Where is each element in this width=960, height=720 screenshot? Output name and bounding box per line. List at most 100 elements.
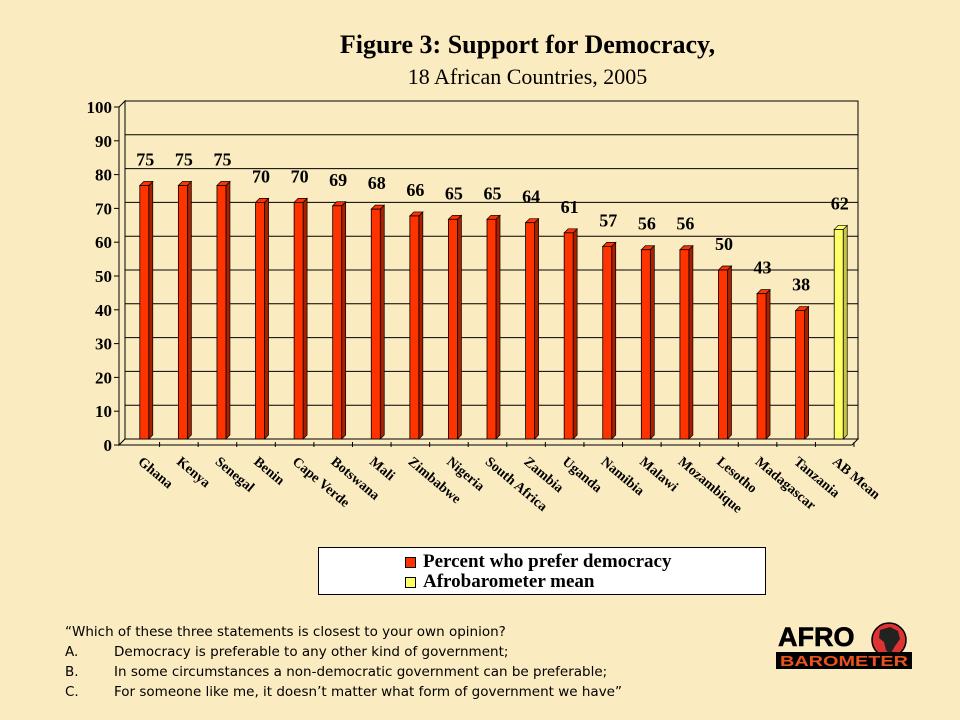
bar <box>448 218 458 440</box>
bar <box>718 269 728 440</box>
bar <box>563 232 574 440</box>
bar-side <box>379 204 385 440</box>
data-label: 75 <box>213 150 231 170</box>
option-letter: C. <box>65 684 79 700</box>
x-tick-label: Uganda <box>559 455 604 497</box>
bar-side <box>688 244 694 440</box>
x-tick-label: Senegal <box>212 455 257 496</box>
y-tick-label: 60 <box>95 233 112 252</box>
legend-label-mean: Afrobarometer mean <box>423 571 595 592</box>
bar-side <box>727 265 732 440</box>
chart-subtitle: 18 African Countries, 2005 <box>407 64 648 89</box>
x-tick-label: Mali <box>366 455 397 485</box>
bar <box>332 205 343 440</box>
option-letter: B. <box>65 664 79 680</box>
y-tick-label: 100 <box>87 98 113 117</box>
bar-side <box>649 244 655 440</box>
plot-floor <box>117 438 860 446</box>
afrobarometer-logo: AFRO BAROMETER <box>776 622 912 670</box>
bar-side <box>187 180 192 440</box>
bar <box>486 218 497 440</box>
bar-side <box>457 214 462 440</box>
bar-side <box>264 197 269 440</box>
y-tick-label: 70 <box>95 199 112 218</box>
data-label: 75 <box>175 150 193 170</box>
x-tick-label: AB Mean <box>829 455 883 503</box>
option-text: For someone like me, it doesn’t matter w… <box>114 684 622 700</box>
data-label: 70 <box>252 166 270 186</box>
y-tick-label: 20 <box>95 368 112 387</box>
bar <box>370 208 381 440</box>
y-tick-label: 30 <box>95 335 112 354</box>
question-text: “Which of these three statements is clos… <box>65 624 506 640</box>
x-tick-label: Kenya <box>173 455 212 491</box>
bar-side <box>225 180 231 440</box>
data-label: 61 <box>561 197 579 217</box>
legend-item-mean: Afrobarometer mean <box>405 571 595 592</box>
bar <box>216 185 227 440</box>
bar <box>409 215 420 440</box>
bar-side <box>341 200 347 440</box>
y-tick-label: 80 <box>95 166 112 185</box>
option-b: B. In some circumstances a non-democratic… <box>65 662 622 682</box>
bar-side <box>611 241 617 440</box>
option-c: C. For someone like me, it doesn’t matter… <box>65 682 622 702</box>
bar <box>139 185 150 440</box>
data-label: 65 <box>445 183 463 203</box>
bar <box>293 201 304 440</box>
option-text: Democracy is preferable to any other kin… <box>114 644 509 660</box>
logo-band <box>776 652 912 669</box>
bar-side <box>148 180 154 440</box>
bar-side <box>842 224 848 440</box>
data-label: 43 <box>754 258 772 278</box>
bar <box>525 222 535 440</box>
y-tick-label: 50 <box>95 267 112 286</box>
bar-side <box>804 305 809 440</box>
data-label: 66 <box>406 180 424 200</box>
plot-side-wall <box>118 99 126 447</box>
bar-side <box>765 288 771 440</box>
bar <box>679 249 690 440</box>
bar <box>640 249 651 440</box>
data-label: 62 <box>831 193 849 213</box>
bar-side <box>534 217 539 440</box>
option-a: A. Democracy is preferable to any other k… <box>65 642 622 662</box>
bar-side <box>302 197 308 440</box>
y-tick-label: 0 <box>104 436 113 455</box>
option-letter: A. <box>65 644 79 660</box>
y-tick-label: 90 <box>95 132 112 151</box>
legend: Percent who prefer democracy Afrobaromet… <box>318 547 766 595</box>
bar-side <box>572 227 578 440</box>
data-label: 64 <box>522 187 540 207</box>
logo-text-barometer: BAROMETER <box>780 654 909 670</box>
data-label: 75 <box>136 150 154 170</box>
data-label: 65 <box>484 183 502 203</box>
chart-title: Figure 3: Support for Democracy, <box>339 30 716 59</box>
africa-map-icon <box>879 627 900 655</box>
data-label: 57 <box>599 210 617 230</box>
survey-question-note: “Which of these three statements is clos… <box>65 622 622 702</box>
bar <box>795 310 806 440</box>
bar <box>833 229 844 440</box>
bar <box>602 245 613 440</box>
data-label: 69 <box>329 170 347 190</box>
legend-swatch-democracy <box>405 556 416 568</box>
y-tick-label: 10 <box>95 402 112 421</box>
legend-label-democracy: Percent who prefer democracy <box>423 551 672 572</box>
data-label: 50 <box>715 234 733 254</box>
bar <box>756 293 767 440</box>
bar <box>177 185 188 440</box>
bar-side <box>495 214 501 440</box>
y-tick-label: 40 <box>95 301 112 320</box>
data-label: 70 <box>291 166 309 186</box>
legend-item-democracy: Percent who prefer democracy <box>405 551 672 572</box>
bar-side <box>418 211 424 440</box>
bar <box>255 201 265 440</box>
data-label: 68 <box>368 173 386 193</box>
data-label: 38 <box>792 275 810 295</box>
data-label: 56 <box>676 214 694 234</box>
x-tick-label: Ghana <box>135 455 176 493</box>
logo-text-afro: AFRO <box>778 622 855 652</box>
legend-swatch-mean <box>405 576 416 588</box>
